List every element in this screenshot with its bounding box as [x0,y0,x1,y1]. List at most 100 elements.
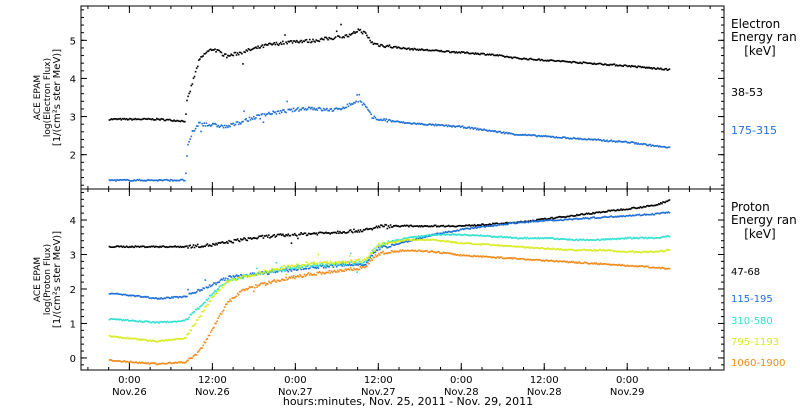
data-point [152,297,155,299]
data-point [208,124,211,126]
data-point [359,100,362,102]
data-point [544,219,547,222]
data-point [364,258,367,261]
data-point [133,118,136,121]
data-point [537,259,539,261]
data-point [425,235,427,238]
data-point [585,62,588,64]
data-point [593,262,595,264]
data-point [652,67,655,69]
data-point [163,245,166,248]
data-point [397,243,399,246]
data-point [540,259,543,262]
data-point [180,296,183,299]
data-point [252,236,255,239]
data-point [613,238,616,240]
data-point [249,286,252,289]
data-point [604,63,606,65]
data-point [428,235,431,237]
data-point [482,223,484,226]
data-point [175,120,178,122]
data-point [427,234,430,236]
data-point [616,140,619,143]
data-point [489,54,492,56]
data-point [549,237,551,240]
data-point [497,244,500,246]
data-point [615,238,618,241]
data-point [298,41,300,44]
data-point [377,244,380,247]
data-point [360,264,363,267]
data-point [601,249,604,251]
data-point [163,340,166,342]
data-point [427,239,430,241]
data-point [630,141,633,143]
data-point [228,300,230,303]
data-point [649,213,651,216]
data-point [625,208,628,211]
data-point [266,283,269,285]
data-point [612,63,615,65]
data-point [638,207,641,209]
data-point [182,337,185,340]
data-point [227,279,229,282]
data-point [352,263,354,266]
data-point [621,215,623,218]
data-point [580,62,582,64]
data-point [206,303,209,306]
data-point [170,362,172,364]
data-point [148,320,151,323]
data-point [180,246,183,249]
data-point [345,34,348,36]
data-point [250,286,253,288]
data-point [610,139,613,142]
data-point [137,338,140,341]
data-point [259,271,262,273]
data-point [368,228,370,230]
data-point [332,38,335,41]
data-point [443,125,446,127]
x-tick-date: Nov.27 [361,387,396,398]
data-point [568,248,571,251]
data-point [650,266,652,269]
data-point [570,248,573,251]
data-point [122,178,125,181]
data-point [587,138,590,140]
data-point [305,109,308,111]
data-point [250,117,253,119]
data-point [472,225,475,227]
data-point [666,200,669,203]
data-point [559,137,562,139]
data-point [138,118,141,121]
data-point [329,108,332,110]
data-point [524,133,526,136]
data-point [237,293,240,296]
data-point [434,233,437,236]
data-point [648,66,650,69]
data-point [159,298,161,300]
data-point [655,250,658,253]
data-point [126,179,129,181]
data-point [650,67,652,69]
data-point [125,117,128,120]
data-point [265,44,268,46]
data-point [119,318,122,321]
data-point [398,239,400,242]
data-point [486,225,489,227]
data-point [264,43,267,46]
data-point [272,270,274,272]
data-point [111,118,114,121]
data-point [366,261,368,264]
data-point [315,267,318,270]
data-point [425,249,427,252]
data-point [655,237,658,239]
data-point [296,275,298,278]
data-point [453,230,455,232]
data-point [385,118,388,120]
data-point [344,268,347,271]
data-point [464,52,466,54]
data-point [571,238,574,241]
data-point [546,259,549,262]
data-point [243,288,245,291]
data-point [417,249,420,252]
